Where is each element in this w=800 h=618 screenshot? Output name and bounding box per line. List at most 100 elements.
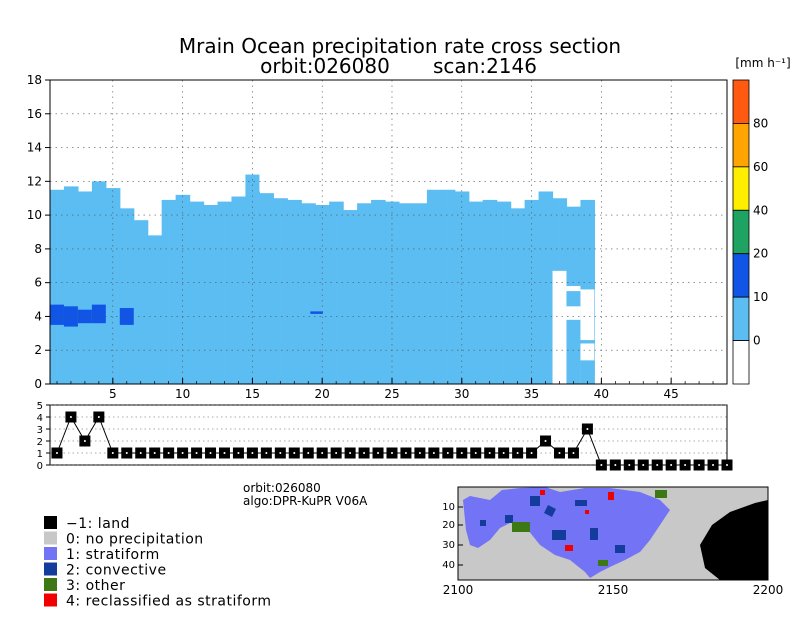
colorbar-segment [732,166,750,211]
rain-type-marker-dot [572,452,575,454]
x-tick-label: 10 [175,387,190,401]
precip-column [524,199,540,384]
rain-type-point [623,459,635,471]
precip-column [315,204,330,384]
precip-cell [580,360,595,384]
x-tick-label: 20 [315,387,330,401]
rain-type-point [330,447,342,459]
precip-column [189,201,205,384]
rain-type-point [51,447,63,459]
legend-swatch [44,516,57,529]
precip-column [440,189,456,384]
rain-type-point [135,447,147,459]
x-tick-label: 15 [245,387,260,401]
legend-swatch [44,578,57,591]
y-tick-label: 0 [34,377,42,391]
rain-type-marker-dot [600,464,603,466]
rain-type-point [191,447,203,459]
rain-type-y-label: 4 [37,413,43,424]
info-algo: algo:DPR-KuPR V06A [243,494,368,508]
rain-type-point [526,447,538,459]
legend-swatch [44,593,57,607]
rain-type-y-label: 3 [37,425,43,436]
rain-type-point [65,411,77,423]
rain-type-marker-dot [586,428,589,430]
rain-type-y-label: 0 [37,461,43,472]
rain-type-point [651,459,663,471]
colorbar-segment [732,296,750,341]
map-x-tick-label: 2100 [443,583,474,597]
convective-cell [50,304,64,325]
no-precip-gap [580,289,595,341]
rain-type-marker-dot [55,452,58,454]
legend-label: 4: reclassified as stratiform [66,594,272,610]
precip-column [217,201,233,384]
rain-type-point [400,447,412,459]
precip-column [231,196,247,384]
x-tick-label: 25 [384,387,399,401]
y-tick-label: 10 [27,208,42,222]
legend-label: 0: no precipitation [66,532,204,548]
rain-type-marker-dot [125,452,128,454]
colorbar-tick-label: 20 [753,247,768,261]
rain-type-marker-dot [181,452,184,454]
rain-type-map [457,486,769,581]
rain-type-marker-dot [712,464,715,466]
cross-section-plot [50,174,595,384]
precip-column [91,181,107,384]
precip-column [482,199,498,384]
legend-swatch [44,547,57,560]
rain-type-point [442,447,454,459]
convective-cell [119,308,134,325]
legend-label: 1: stratiform [66,547,160,563]
rain-type-point [107,447,119,459]
rain-type-point [344,447,356,459]
rain-type-marker-dot [363,452,366,454]
y-tick-label: 12 [27,174,42,188]
rain-type-marker-dot [488,452,491,454]
colorbar-tick-label: 10 [753,290,768,304]
rain-type-point [149,447,161,459]
rain-type-y-label: 5 [37,401,43,412]
rain-type-point [414,447,426,459]
legend-swatch [44,531,57,545]
map-y-tick-label: 30 [442,540,455,551]
y-tick-label: 16 [27,107,42,121]
rain-type-point [470,447,482,459]
grid-lines [50,79,727,385]
rain-type-marker-dot [726,464,728,466]
precip-column [63,186,79,384]
rain-type-point [246,447,258,459]
rain-type-point [679,459,691,471]
precip-column [119,208,135,384]
x-tick-label: 45 [664,387,679,401]
cloud-top-cell [245,174,260,192]
legend-label: 2: convective [66,563,167,579]
rain-type-point [721,459,733,471]
x-tick-label: 40 [594,387,609,401]
rain-type-point [205,447,217,459]
rain-type-marker-dot [530,452,533,454]
x-tick-label: 5 [109,387,117,401]
rain-type-point [372,447,384,459]
chart-subtitle-scan: scan:2146 [433,54,537,78]
map-y-tick-label: 10 [442,502,455,513]
rain-type-marker-dot [223,452,226,454]
legend-swatch [44,562,57,576]
precip-column [426,189,442,384]
precip-column [468,201,484,384]
precip-column [496,201,512,384]
rain-type-marker-dot [418,452,421,454]
rain-type-marker-dot [614,464,617,466]
colorbar-tick-label: 80 [753,116,768,130]
convective-cell [310,311,323,314]
y-tick-label: 8 [34,242,42,256]
colorbar-segment [732,123,750,168]
precip-column [50,189,65,384]
precip-cell [566,291,581,307]
rain-type-point [302,447,314,459]
colorbar-segment [732,79,750,124]
colorbar: 0 10 20 40 60 80 [732,79,768,385]
rain-type-marker-dot [83,440,86,442]
